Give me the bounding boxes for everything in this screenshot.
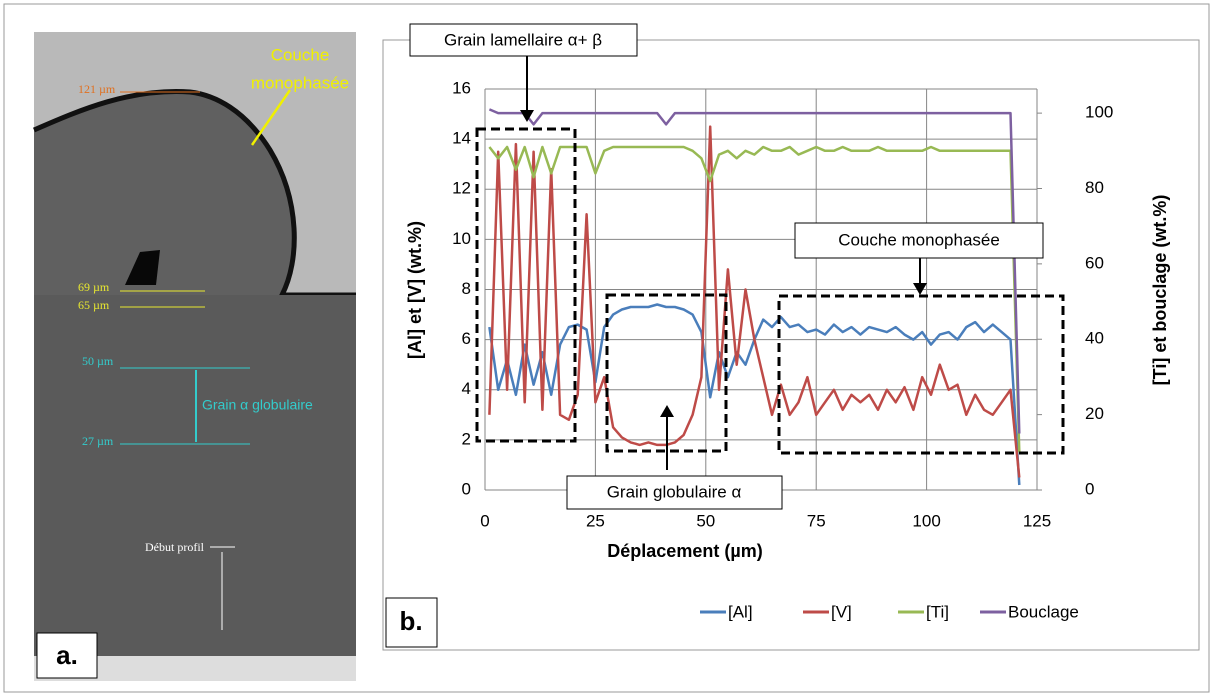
micro-label: Début profil [145,540,205,554]
arrow-head [520,110,534,122]
plot: 0 2 4 6 8 10 12 14 16 0 20 40 60 80 100 0 25 50 75 100 125 [452,78,1113,530]
region-box [777,294,1065,455]
y2-tick-label: 80 [1085,178,1104,197]
y-tick-label: 4 [462,379,471,398]
y-tick-label: 16 [452,78,471,97]
y2-tick-label: 100 [1085,103,1113,122]
y2-tick-label: 40 [1085,329,1104,348]
y-tick-label: 2 [462,429,471,448]
micro-label: 50 µm [82,354,114,368]
legend-label: [Al] [728,602,753,621]
series-line [488,108,1021,434]
micro-label: 65 µm [78,298,110,312]
grain-outline [33,89,356,298]
panel-label: b. [399,606,422,636]
y2-tick-label: 0 [1085,479,1094,498]
micro-label: 121 µm [78,82,116,96]
panel-label: a. [56,640,78,670]
micro-label: monophasée [251,73,349,92]
annotation-box [566,475,783,510]
annotation: Grain lamellaire α+ β [444,30,602,49]
x-tick-label: 125 [1023,511,1051,530]
x-tick-label: 50 [696,511,715,530]
series-line [488,125,1021,478]
annotation: Grain globulaire α [607,482,742,501]
y-axis-label: [Al] et [V] (wt.%) [405,221,425,359]
series-line [488,145,1021,453]
micrograph: Couche monophasée 121 µm 69 µm 65 µm 50 … [33,32,356,681]
legend-label: Bouclage [1008,602,1079,621]
region-box [475,127,577,443]
y2-tick-label: 20 [1085,404,1104,423]
arrow-head [913,283,927,295]
panel-label-box [36,632,98,679]
marker-arrow [250,89,292,146]
arrow-head [660,405,674,417]
x-tick-label: 100 [912,511,940,530]
pore [125,250,160,285]
y2-axis-label: [Ti] et bouclage (wt.%) [1150,195,1170,386]
micro-label: Couche [271,45,330,64]
y-tick-label: 8 [462,279,471,298]
y-tick-label: 6 [462,329,471,348]
region-box [605,293,728,453]
annotation-box [409,23,638,57]
x-tick-label: 0 [480,511,489,530]
substrate [34,295,356,681]
y-tick-label: 12 [452,179,471,198]
chart-frame [382,39,1200,651]
legend-label: [Ti] [926,602,949,621]
annotation-box [794,222,1044,259]
micro-label: 27 µm [82,434,114,448]
y2-tick-label: 60 [1085,253,1104,272]
micro-label: 69 µm [78,280,110,294]
annotation: Couche monophasée [838,230,1000,249]
legend-label: [V] [831,602,852,621]
x-tick-label: 25 [586,511,605,530]
micro-label: Grain α globulaire [202,397,313,413]
panel-label-box [385,597,438,648]
y-tick-label: 10 [452,229,471,248]
x-tick-label: 75 [807,511,826,530]
y-tick-label: 0 [462,479,471,498]
x-axis-label: Déplacement (µm) [607,541,762,561]
y-tick-label: 14 [452,129,471,148]
